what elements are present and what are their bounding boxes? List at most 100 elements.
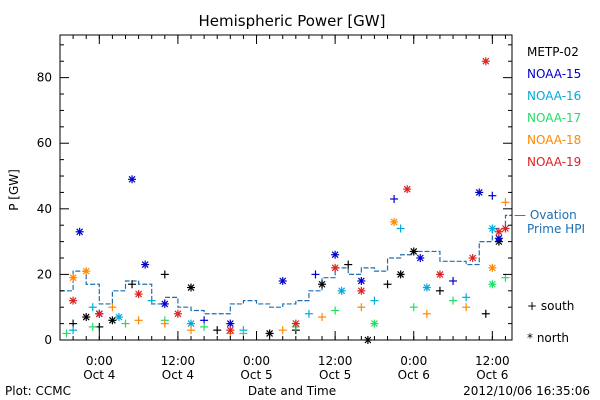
data-point-noaa-15 (278, 276, 287, 285)
data-point-noaa-16 (337, 286, 346, 295)
data-point-noaa-16 (370, 296, 379, 305)
data-point-noaa-15 (75, 227, 84, 236)
data-point-noaa-15 (390, 194, 399, 203)
data-point-noaa-19 (435, 270, 444, 279)
data-point-noaa-19 (481, 57, 490, 66)
x-tick-label-date: Oct 4 (83, 368, 115, 382)
data-point-noaa-16 (396, 224, 405, 233)
x-tick-label-time: 0:00 (243, 354, 270, 368)
data-point-noaa-19 (331, 263, 340, 272)
data-point-metp-02 (409, 247, 418, 256)
data-point-noaa-16 (304, 309, 313, 318)
data-point-metp-02 (435, 286, 444, 295)
x-axis-label: Date and Time (248, 384, 336, 398)
data-point-noaa-18 (278, 326, 287, 335)
data-point-noaa-17 (409, 303, 418, 312)
data-point-noaa-15 (475, 188, 484, 197)
data-point-noaa-19 (494, 227, 503, 236)
y-axis-label: P [GW] (7, 169, 21, 211)
plot-credit-label: Plot: CCMC (5, 384, 71, 398)
data-point-noaa-19 (291, 319, 300, 328)
data-point-noaa-17 (501, 273, 510, 282)
data-point-metp-02 (213, 326, 222, 335)
chart-title: Hemispheric Power [GW] (199, 12, 386, 30)
data-point-noaa-19 (173, 309, 182, 318)
data-point-metp-02 (82, 313, 91, 322)
data-point-noaa-15 (357, 276, 366, 285)
data-point-metp-02 (187, 283, 196, 292)
legend-ovation-line2: Prime HPI (527, 222, 585, 236)
data-point-noaa-19 (403, 185, 412, 194)
data-point-metp-02 (396, 270, 405, 279)
data-point-noaa-17 (88, 322, 97, 331)
legend-entry-noaa-19: NOAA-19 (527, 155, 581, 169)
legend-entry-noaa-15: NOAA-15 (527, 67, 581, 81)
data-point-metp-02 (344, 260, 353, 269)
data-point-metp-02 (108, 316, 117, 325)
data-point-noaa-18 (462, 303, 471, 312)
x-tick-label-time: 12:00 (161, 354, 196, 368)
legend-entry-noaa-18: NOAA-18 (527, 133, 581, 147)
data-point-noaa-18 (160, 319, 169, 328)
data-point-noaa-15 (141, 260, 150, 269)
data-point-noaa-15 (128, 175, 137, 184)
data-point-noaa-18 (69, 273, 78, 282)
y-tick-label: 0 (44, 333, 52, 347)
data-point-noaa-16 (147, 296, 156, 305)
data-point-noaa-16 (488, 224, 497, 233)
ovation-hpi-line (60, 214, 512, 315)
x-tick-label-time: 12:00 (318, 354, 353, 368)
legend-entry-noaa-16: NOAA-16 (527, 89, 581, 103)
data-point-noaa-18 (187, 326, 196, 335)
legend-entry-noaa-17: NOAA-17 (527, 111, 581, 125)
y-tick-label: 60 (37, 136, 52, 150)
x-tick-label-date: Oct 5 (319, 368, 351, 382)
legend-marker-asterisk: * north (527, 331, 569, 345)
legend-entry-metp-02: METP-02 (527, 45, 579, 59)
x-tick-label-time: 0:00 (400, 354, 427, 368)
data-point-noaa-16 (422, 283, 431, 292)
x-tick-label-date: Oct 6 (476, 368, 508, 382)
data-point-metp-02 (265, 329, 274, 338)
y-tick-label: 80 (37, 71, 52, 85)
data-point-noaa-15 (449, 276, 458, 285)
data-point-noaa-16 (88, 303, 97, 312)
data-point-noaa-15 (488, 191, 497, 200)
data-point-noaa-16 (114, 313, 123, 322)
legend: METP-02 NOAA-15 NOAA-16 NOAA-17 NOAA-18 NOAA-… (514, 45, 585, 345)
data-point-noaa-17 (200, 322, 209, 331)
data-point-noaa-18 (108, 303, 117, 312)
data-point-noaa-19 (501, 224, 510, 233)
data-point-metp-02 (383, 280, 392, 289)
data-point-noaa-18 (134, 316, 143, 325)
data-point-noaa-19 (134, 290, 143, 299)
data-point-noaa-19 (69, 296, 78, 305)
data-point-noaa-15 (311, 270, 320, 279)
data-point-noaa-17 (331, 306, 340, 315)
data-point-metp-02 (160, 270, 169, 279)
data-point-noaa-19 (226, 326, 235, 335)
data-point-metp-02 (128, 280, 137, 289)
data-point-noaa-17 (449, 296, 458, 305)
data-point-noaa-15 (416, 254, 425, 263)
data-point-noaa-19 (357, 286, 366, 295)
x-tick-label-time: 12:00 (475, 354, 510, 368)
x-tick-label-time: 0:00 (86, 354, 113, 368)
data-point-noaa-16 (69, 326, 78, 335)
data-point-metp-02 (318, 280, 327, 289)
data-point-noaa-15 (160, 299, 169, 308)
data-point-noaa-17 (488, 280, 497, 289)
data-point-noaa-18 (357, 303, 366, 312)
data-point-noaa-15 (331, 250, 340, 259)
data-point-noaa-19 (468, 254, 477, 263)
data-point-noaa-18 (422, 309, 431, 318)
legend-ovation-line1: — Ovation (514, 208, 577, 222)
data-point-noaa-16 (462, 293, 471, 302)
data-point-noaa-17 (62, 329, 71, 338)
y-tick-label: 20 (37, 267, 52, 281)
plot-timestamp: 2012/10/06 16:35:06 (463, 384, 590, 398)
x-tick-label-date: Oct 6 (398, 368, 430, 382)
